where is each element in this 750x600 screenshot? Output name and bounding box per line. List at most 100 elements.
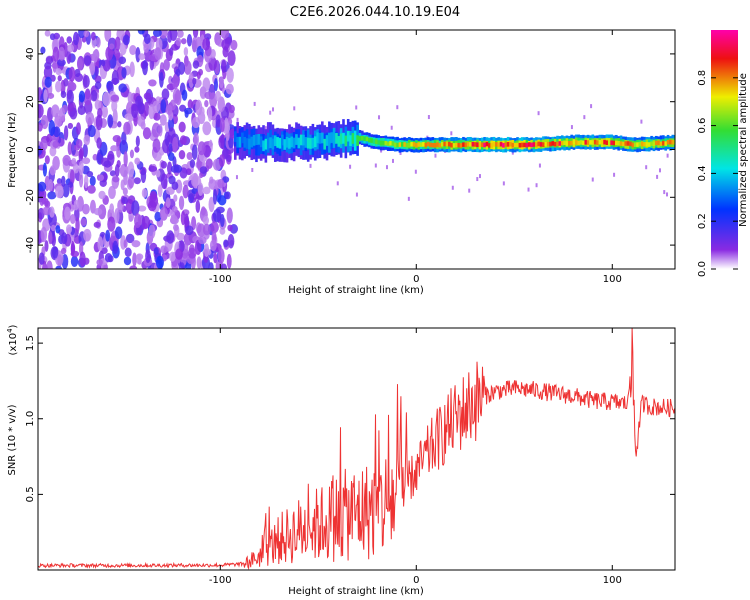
ridge-cell	[403, 142, 406, 147]
ridge-cell	[384, 140, 388, 146]
noise-cell	[111, 99, 118, 113]
ridge-cell	[462, 142, 465, 147]
noise-cell	[83, 228, 92, 242]
noise-cell	[72, 163, 79, 174]
spectrogram-y-label: Frequency (Hz)	[7, 112, 18, 188]
noise-cell	[79, 251, 86, 267]
ridge-cell	[248, 138, 251, 150]
noise-cell	[117, 121, 122, 128]
noise-cell	[123, 151, 128, 167]
noise-cell	[75, 122, 81, 135]
ridge-cell	[666, 139, 670, 145]
ridge-cell	[565, 141, 569, 146]
noise-cell	[215, 206, 225, 214]
noise-cell	[191, 176, 198, 187]
ridge-cell	[238, 136, 242, 148]
noise-cell	[173, 224, 179, 231]
noise-cell	[89, 61, 96, 76]
ridge-cell	[673, 139, 675, 145]
noise-cell	[173, 194, 178, 202]
noise-cell	[222, 176, 230, 183]
ridge-cell	[400, 142, 404, 147]
noise-cell	[191, 144, 198, 160]
noise-cell	[61, 232, 68, 245]
ridge-cell	[346, 130, 350, 142]
ridge-cell	[440, 141, 444, 147]
ridge-cell	[575, 140, 578, 145]
noise-cell	[178, 195, 185, 210]
ridge-cell	[662, 140, 665, 146]
noise-cell	[101, 105, 109, 119]
noise-cell	[82, 75, 90, 88]
noise-cell	[131, 200, 140, 216]
noise-cell	[148, 165, 158, 172]
noise-cell	[110, 94, 119, 102]
noise-cell	[44, 200, 51, 209]
ridge-cell	[610, 140, 613, 146]
noise-cell	[55, 225, 61, 234]
ridge-cell	[342, 132, 345, 144]
noise-cell	[135, 253, 144, 260]
ridge-cell	[330, 132, 334, 143]
noise-cell	[51, 104, 60, 118]
noise-cell	[104, 30, 112, 42]
ridge-cell	[321, 132, 324, 144]
ridge-cell	[337, 136, 341, 147]
noise-cell	[153, 151, 162, 162]
noise-cell	[55, 68, 62, 76]
noise-cell	[132, 252, 137, 267]
noise-cell	[221, 59, 227, 74]
noise-cell	[227, 234, 235, 249]
ridge-cell	[365, 136, 369, 142]
noise-cell	[49, 165, 56, 176]
noise-cell	[163, 58, 170, 71]
ridge-cell	[544, 141, 548, 147]
noise-cell	[58, 107, 66, 122]
ridge-cell	[633, 142, 637, 147]
noise-cell	[129, 149, 134, 159]
noise-cell	[192, 60, 200, 69]
noise-cell	[108, 185, 116, 200]
ridge-cell	[377, 140, 381, 145]
ridge-cell	[283, 139, 286, 150]
noise-cell	[196, 256, 202, 269]
noise-cell	[210, 221, 219, 234]
noise-cell	[67, 79, 74, 93]
ridge-cell	[361, 135, 364, 141]
noise-cell	[152, 138, 161, 153]
noise-cell	[202, 37, 211, 51]
ridge-cell	[448, 141, 451, 147]
sparse-cell	[374, 163, 377, 168]
noise-cell	[81, 203, 90, 215]
ridge-cell	[438, 143, 442, 148]
ridge-cell	[325, 135, 329, 146]
ridge-cell	[344, 135, 348, 147]
colorbar-tick-label: 0.8	[697, 70, 708, 86]
noise-cell	[61, 175, 66, 187]
noise-cell	[83, 90, 92, 106]
noise-cell	[56, 178, 62, 185]
noise-cell	[38, 252, 45, 265]
ridge-cell	[370, 138, 374, 143]
noise-cell	[62, 154, 71, 166]
noise-cell	[161, 88, 170, 100]
noise-cell	[79, 147, 84, 160]
ridge-cell	[328, 133, 331, 144]
noise-cell	[196, 71, 201, 80]
noise-cell	[143, 33, 151, 45]
ridge-cell	[368, 137, 371, 143]
noise-cell	[42, 206, 51, 216]
sparse-cell	[451, 185, 454, 190]
ridge-cell	[586, 140, 590, 145]
noise-cell	[44, 30, 51, 37]
ridge-cell	[445, 141, 449, 147]
noise-cell	[174, 89, 182, 106]
noise-cell	[172, 74, 179, 90]
sparse-cell	[355, 105, 358, 110]
noise-cell	[67, 102, 74, 112]
noise-cell	[52, 246, 59, 259]
noise-cell	[135, 135, 140, 147]
ridge-cell	[410, 141, 413, 147]
noise-cell	[114, 163, 120, 177]
noise-cell	[67, 181, 74, 188]
